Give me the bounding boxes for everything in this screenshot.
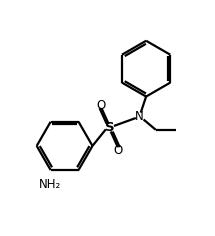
Text: O: O: [97, 99, 106, 112]
Text: NH₂: NH₂: [38, 177, 61, 190]
Text: O: O: [114, 144, 123, 157]
Text: N: N: [135, 110, 144, 123]
Text: S: S: [105, 121, 114, 134]
